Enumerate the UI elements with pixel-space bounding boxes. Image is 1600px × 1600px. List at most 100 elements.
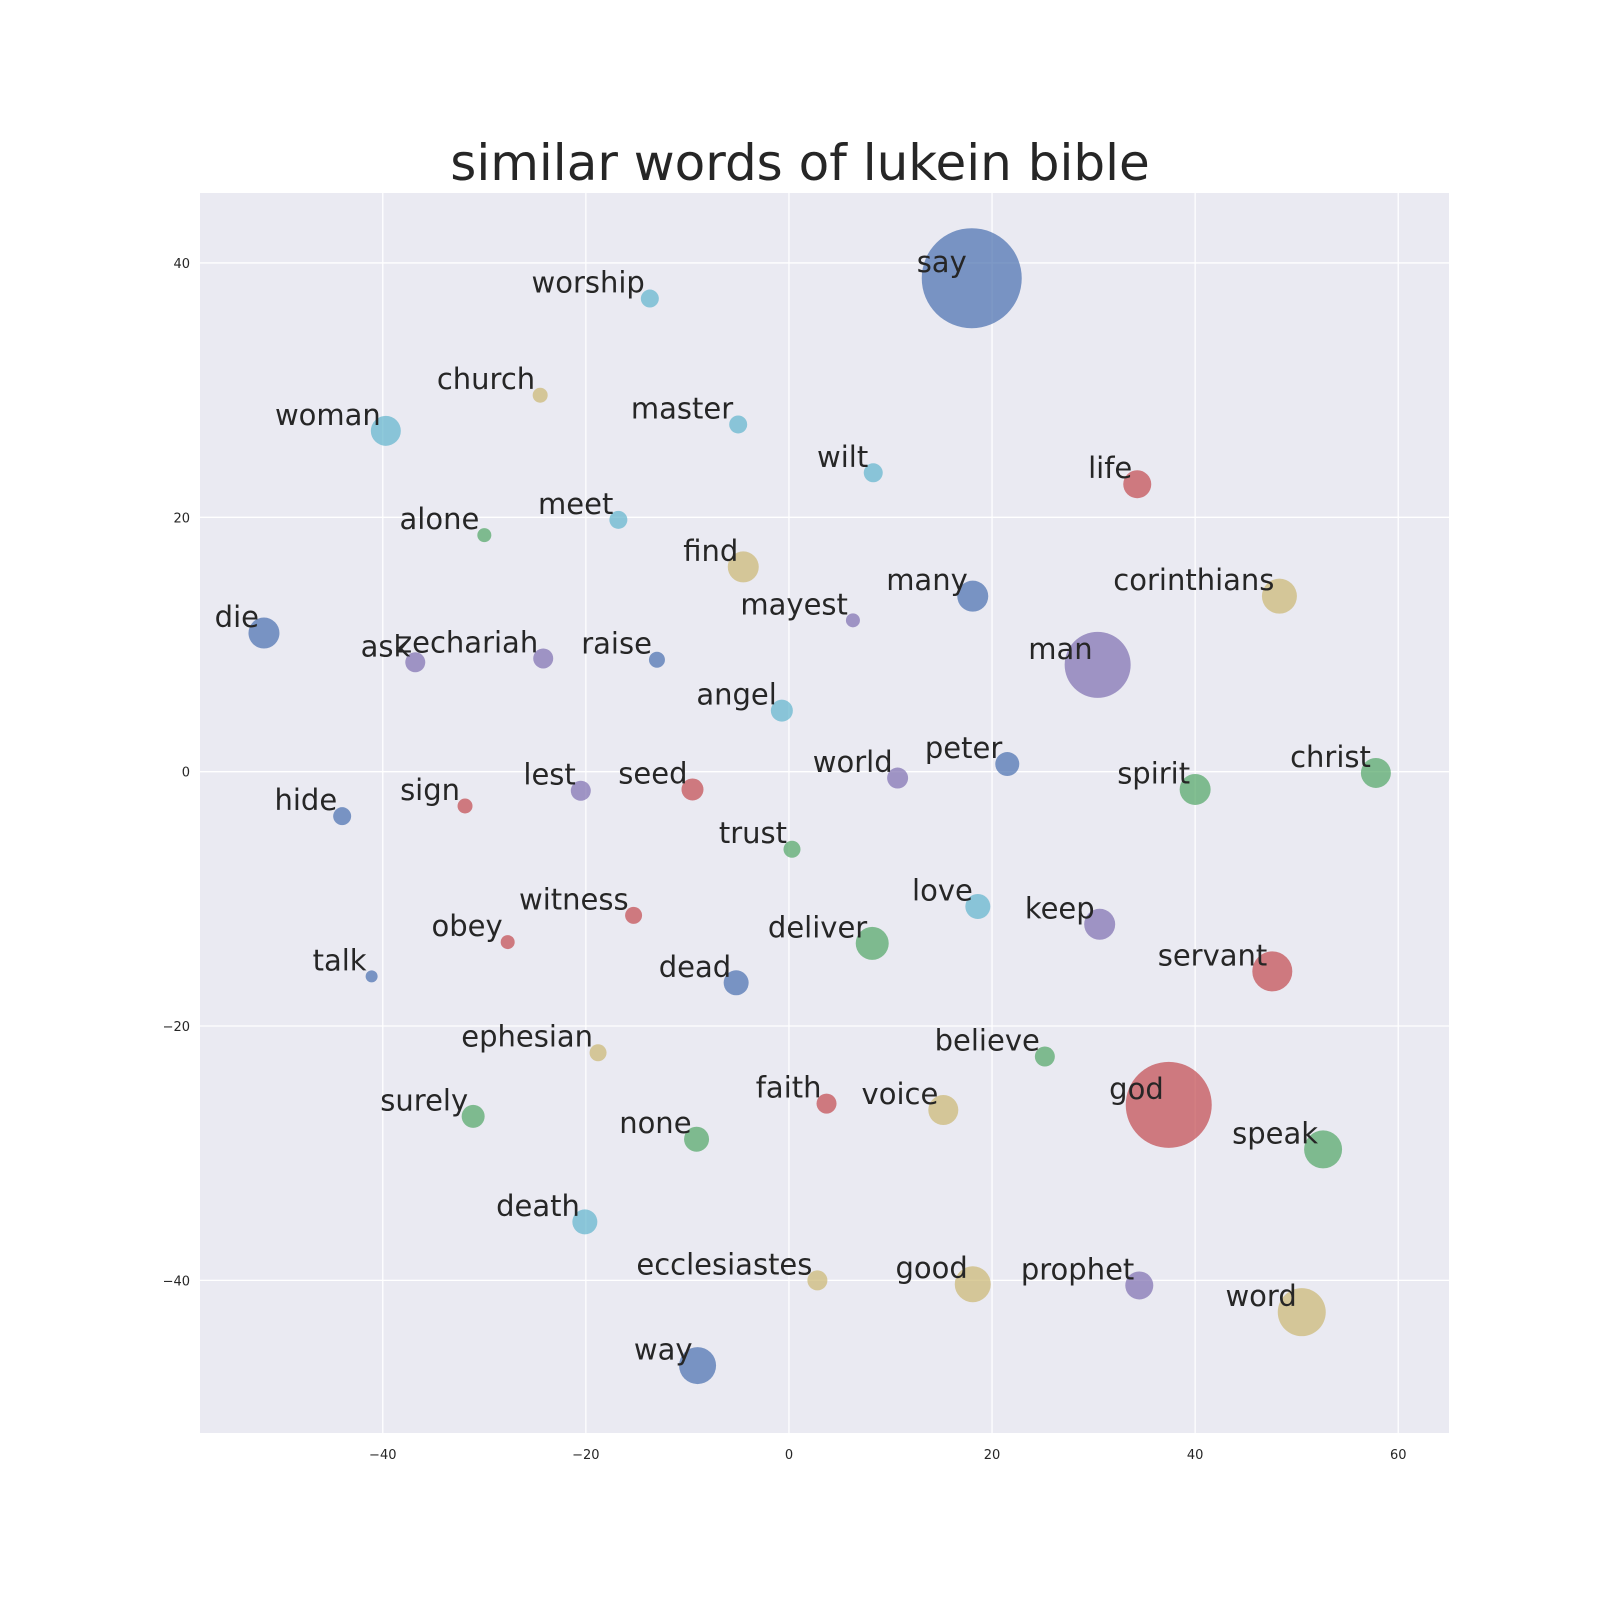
label-master: master [631, 391, 733, 425]
label-voice: voice [862, 1077, 939, 1111]
label-seed: seed [618, 756, 687, 790]
label-die: die [215, 600, 259, 634]
label-believe: believe [935, 1024, 1040, 1058]
label-christ: christ [1290, 740, 1371, 774]
y-tick-label: 0 [182, 766, 190, 781]
point-witness [625, 906, 643, 924]
label-angel: angel [696, 678, 776, 712]
x-tick-label: 20 [984, 1448, 1001, 1463]
label-faith: faith [756, 1071, 822, 1105]
point-man [1064, 631, 1131, 698]
label-mayest: mayest [740, 587, 848, 621]
label-zechariah: zechariah [397, 625, 538, 659]
point-raise [648, 651, 665, 668]
grid-lines [200, 193, 1449, 1433]
label-ask: ask [361, 629, 411, 663]
label-keep: keep [1025, 891, 1095, 925]
point-life [1123, 470, 1152, 499]
axis-tick-labels: −40 −20 0 20 40 60 −40 −20 0 20 40 [163, 257, 1407, 1463]
point-believe [1034, 1046, 1055, 1067]
label-world: world [813, 745, 893, 779]
point-die [248, 617, 280, 649]
label-servant: servant [1158, 938, 1268, 972]
label-peter: peter [925, 731, 1002, 765]
label-ephesian: ephesian [461, 1020, 593, 1054]
point-talk [365, 970, 378, 983]
point-sign [457, 798, 473, 814]
label-man: man [1028, 632, 1092, 666]
label-meet: meet [538, 487, 613, 521]
point-obey [500, 935, 515, 950]
word-labels: say worship church master woman wilt life meet a… [215, 245, 1371, 1366]
y-tick-label: 40 [173, 257, 190, 272]
label-woman: woman [275, 398, 381, 432]
point-say [921, 228, 1022, 329]
label-talk: talk [313, 943, 367, 977]
point-lest [570, 780, 591, 801]
x-tick-label: 40 [1187, 1448, 1204, 1463]
label-death: death [496, 1189, 580, 1223]
point-world [887, 767, 909, 789]
label-raise: raise [581, 627, 652, 661]
x-tick-label: −40 [369, 1448, 396, 1463]
label-alone: alone [400, 502, 480, 536]
point-master [729, 415, 748, 434]
point-find [727, 551, 759, 583]
label-word: word [1225, 1279, 1296, 1313]
point-ecclesiastes [807, 1270, 828, 1291]
point-good [954, 1266, 991, 1303]
point-many [957, 580, 989, 612]
label-god: god [1109, 1072, 1164, 1106]
point-god [1125, 1061, 1212, 1148]
point-alone [477, 528, 492, 543]
x-tick-label: 60 [1390, 1448, 1407, 1463]
y-tick-label: 20 [173, 511, 190, 526]
label-witness: witness [519, 882, 629, 916]
label-hide: hide [274, 783, 337, 817]
label-lest: lest [523, 758, 575, 792]
point-peter [995, 752, 1020, 777]
point-love [965, 893, 991, 919]
point-spirit [1179, 773, 1211, 805]
label-corinthians: corinthians [1113, 563, 1274, 597]
label-good: good [895, 1251, 967, 1285]
label-prophet: prophet [1021, 1252, 1134, 1286]
point-deliver [855, 926, 889, 960]
point-meet [609, 510, 628, 529]
y-tick-label: −40 [163, 1274, 190, 1289]
label-speak: speak [1232, 1116, 1318, 1150]
point-keep [1084, 908, 1116, 940]
point-angel [770, 699, 793, 722]
y-tick-label: −20 [163, 1020, 190, 1035]
label-sign: sign [400, 773, 460, 807]
label-ecclesiastes: ecclesiastes [636, 1247, 812, 1281]
point-trust [783, 840, 801, 858]
label-obey: obey [432, 909, 503, 943]
label-life: life [1088, 451, 1132, 485]
point-zechariah [533, 648, 554, 669]
label-way: way [634, 1333, 693, 1367]
label-surely: surely [380, 1083, 468, 1117]
label-dead: dead [659, 950, 731, 984]
point-death [572, 1209, 598, 1235]
point-mayest [845, 613, 860, 628]
point-surely [461, 1104, 485, 1128]
label-worship: worship [531, 266, 644, 300]
label-find: find [683, 534, 738, 568]
label-spirit: spirit [1117, 756, 1190, 790]
plot-area [200, 193, 1449, 1433]
point-faith [816, 1093, 837, 1114]
point-none [684, 1126, 710, 1152]
label-wilt: wilt [817, 440, 868, 474]
point-corinthians [1261, 578, 1297, 614]
point-speak [1304, 1130, 1343, 1169]
data-points [248, 228, 1391, 1385]
x-tick-label: −20 [572, 1448, 599, 1463]
point-dead [723, 970, 749, 996]
x-tick-label: 0 [785, 1448, 793, 1463]
point-word [1277, 1288, 1326, 1337]
label-trust: trust [719, 816, 787, 850]
point-way [679, 1347, 717, 1385]
point-ephesian [589, 1044, 607, 1062]
